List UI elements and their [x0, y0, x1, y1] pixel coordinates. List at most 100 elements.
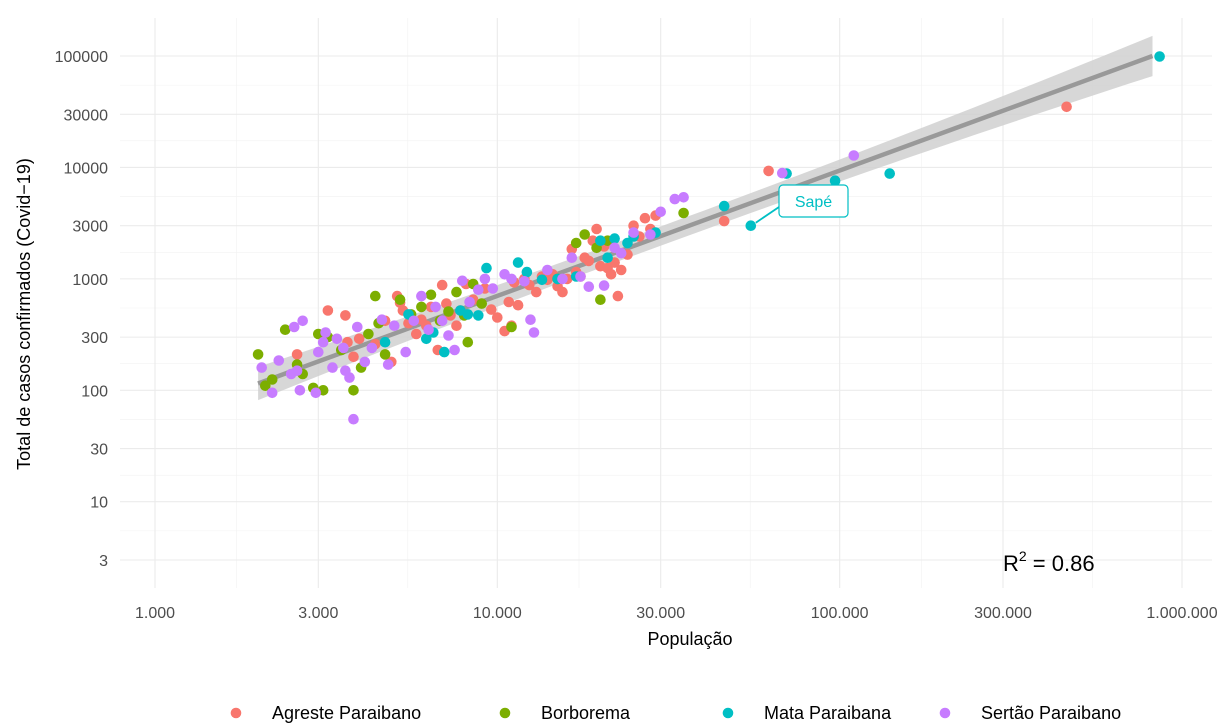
- x-axis-title: População: [647, 629, 732, 649]
- point-sertao-paraibano: [542, 264, 553, 276]
- point-agreste-paraibano: [639, 212, 651, 224]
- point-sertao-paraibano: [848, 150, 860, 161]
- point-agreste-paraibano: [531, 286, 542, 298]
- y-axis-title: Total de casos confirmados (Covid−19): [14, 158, 34, 470]
- point-agreste-paraibano: [763, 165, 774, 177]
- point-sertao-paraibano: [382, 359, 394, 370]
- point-agreste-paraibano: [348, 351, 359, 363]
- point-sertao-paraibano: [575, 271, 586, 282]
- point-sertao-paraibano: [359, 356, 371, 368]
- point-agreste-paraibano: [583, 255, 595, 267]
- point-sertao-paraibano: [310, 387, 322, 399]
- legend-key: [939, 707, 951, 719]
- point-sertao-paraibano: [288, 321, 300, 333]
- y-tick-label: 1000: [72, 272, 108, 289]
- point-agreste-paraibano: [612, 290, 624, 302]
- callout-label: Sapé: [795, 194, 832, 211]
- point-sertao-paraibano: [473, 284, 484, 296]
- legend-label: Mata Paraibana: [764, 703, 892, 723]
- point-sertao-paraibano: [327, 362, 338, 373]
- point-sertao-paraibano: [348, 413, 359, 425]
- point-sertao-paraibano: [291, 365, 303, 377]
- point-borborema: [266, 374, 278, 385]
- y-tick-label: 300: [81, 330, 108, 347]
- point-borborema: [394, 294, 406, 306]
- r-squared-superscript: 2: [1019, 548, 1027, 564]
- r-squared-annotation: R2 = 0.86: [1003, 548, 1095, 576]
- point-borborema: [451, 286, 462, 298]
- legend-key: [722, 707, 734, 719]
- legend-label: Agreste Paraibano: [272, 703, 421, 723]
- x-axis-tick-labels: 1.000 3.000 10.000 30.000 100.000 300.000 1.00…: [135, 605, 1218, 622]
- point-sertao-paraibano: [525, 314, 536, 326]
- point-sertao-paraibano: [294, 385, 306, 396]
- point-mata-paraibana: [462, 309, 474, 320]
- point-sertao-paraibano: [344, 372, 355, 383]
- point-sertao-paraibano: [443, 330, 454, 341]
- y-axis-tick-labels: 3 10 30 100 300 1000 3000 10000 30000 100000: [55, 49, 108, 570]
- point-borborema: [279, 324, 291, 336]
- legend-key: [230, 707, 242, 719]
- callout-leader: [755, 206, 780, 224]
- r-squared-prefix: R: [1003, 551, 1019, 576]
- point-sertao-paraibano: [430, 301, 441, 313]
- point-sertao-paraibano: [449, 344, 460, 356]
- point-sertao-paraibano: [583, 281, 595, 293]
- point-borborema: [506, 321, 517, 333]
- point-sertao-paraibano: [678, 192, 689, 203]
- point-agreste-paraibano: [1061, 101, 1072, 113]
- minor-gridlines: [120, 18, 1212, 588]
- point-sertao-paraibano: [352, 321, 363, 333]
- point-agreste-paraibano: [353, 333, 365, 345]
- point-mata-paraibana: [521, 266, 533, 278]
- point-agreste-paraibano: [718, 215, 730, 227]
- point-sertao-paraibano: [317, 336, 329, 348]
- point-sertao-paraibano: [320, 327, 331, 338]
- point-mata-paraibana: [439, 346, 450, 358]
- point-agreste-paraibano: [503, 296, 515, 308]
- point-mata-paraibana: [718, 200, 730, 212]
- point-sertao-paraibano: [487, 283, 499, 294]
- sape-callout: Sapé: [755, 184, 849, 224]
- point-sertao-paraibano: [669, 193, 681, 205]
- point-sertao-paraibano: [416, 290, 427, 302]
- point-agreste-paraibano: [492, 312, 503, 323]
- point-borborema: [570, 237, 582, 249]
- point-agreste-paraibano: [436, 279, 448, 291]
- point-sertao-paraibano: [566, 252, 578, 263]
- point-sertao-paraibano: [297, 315, 309, 327]
- r-squared-value: = 0.86: [1027, 551, 1095, 576]
- point-borborema: [416, 301, 427, 313]
- point-mata-paraibana: [536, 274, 548, 286]
- y-tick-label: 10000: [64, 160, 109, 177]
- point-sertao-paraibano: [457, 275, 468, 287]
- x-tick-label: 3.000: [298, 605, 338, 622]
- point-borborema: [425, 289, 437, 301]
- point-sertao-paraibano: [423, 324, 434, 336]
- point-mata-paraibana: [379, 336, 391, 348]
- point-mata-paraibana: [884, 168, 895, 179]
- x-tick-label: 1.000.000: [1146, 605, 1217, 622]
- trend-line-path: [257, 53, 1154, 386]
- point-sertao-paraibano: [331, 333, 343, 345]
- point-mata-paraibana: [745, 220, 757, 231]
- y-tick-label: 3000: [72, 219, 108, 236]
- point-agreste-paraibano: [411, 328, 422, 340]
- point-mata-paraibana: [473, 310, 484, 321]
- point-borborema: [348, 385, 359, 396]
- legend-label: Sertão Paraibano: [981, 703, 1121, 723]
- point-borborema: [252, 349, 264, 360]
- point-agreste-paraibano: [591, 223, 602, 235]
- point-sertao-paraibano: [376, 314, 388, 326]
- point-mata-paraibana: [602, 252, 613, 263]
- point-agreste-paraibano: [451, 320, 462, 332]
- data-points: [252, 51, 1165, 425]
- point-agreste-paraibano: [322, 305, 334, 316]
- point-sertao-paraibano: [273, 355, 285, 366]
- point-mata-paraibana: [512, 257, 524, 268]
- point-sertao-paraibano: [557, 273, 568, 285]
- y-tick-label: 3: [99, 553, 108, 570]
- point-sertao-paraibano: [628, 227, 639, 238]
- point-agreste-paraibano: [557, 286, 568, 298]
